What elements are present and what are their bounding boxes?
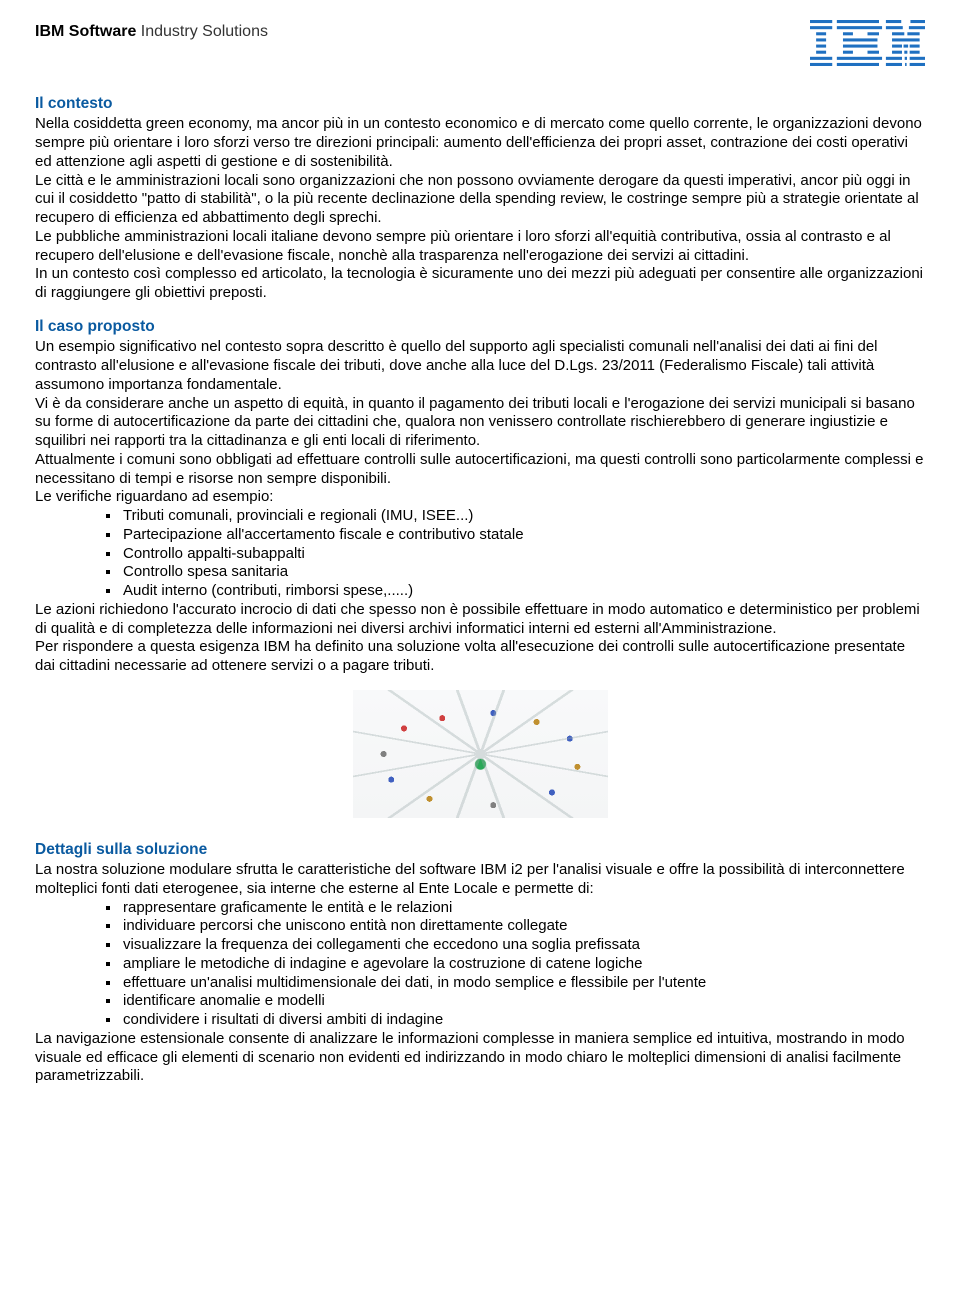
list-item: Tributi comunali, provinciali e regional…: [121, 507, 925, 526]
verifiche-list: Tributi comunali, provinciali e regional…: [35, 507, 925, 601]
list-item: Controllo appalti-subappalti: [121, 545, 925, 564]
list-item: ampliare le metodiche di indagine e agev…: [121, 955, 925, 974]
paragraph: Un esempio significativo nel contesto so…: [35, 338, 925, 394]
section-dettagli: Dettagli sulla soluzione La nostra soluz…: [35, 840, 925, 1086]
paragraph: Attualmente i comuni sono obbligati ad e…: [35, 451, 925, 489]
paragraph: Per rispondere a questa esigenza IBM ha …: [35, 638, 925, 676]
list-item: identificare anomalie e modelli: [121, 992, 925, 1011]
heading-contesto: Il contesto: [35, 94, 925, 113]
paragraph: Le verifiche riguardano ad esempio:: [35, 488, 925, 507]
list-item: individuare percorsi che uniscono entità…: [121, 917, 925, 936]
ibm-logo-icon: [810, 20, 925, 66]
paragraph: Vi è da considerare anche un aspetto di …: [35, 395, 925, 451]
soluzione-list: rappresentare graficamente le entità e l…: [35, 899, 925, 1030]
page-header: IBM Software Industry Solutions: [35, 20, 925, 66]
brand-bold: IBM Software: [35, 23, 136, 40]
paragraph: In un contesto così complesso ed articol…: [35, 265, 925, 303]
section-caso: Il caso proposto Un esempio significativ…: [35, 317, 925, 676]
paragraph: Le azioni richiedono l'accurato incrocio…: [35, 601, 925, 639]
list-item: visualizzare la frequenza dei collegamen…: [121, 936, 925, 955]
list-item: effettuare un'analisi multidimensionale …: [121, 974, 925, 993]
paragraph: Le città e le amministrazioni locali son…: [35, 172, 925, 228]
paragraph: La nostra soluzione modulare sfrutta le …: [35, 861, 925, 899]
list-item: Audit interno (contributi, rimborsi spes…: [121, 582, 925, 601]
list-item: condividere i risultati di diversi ambit…: [121, 1011, 925, 1030]
header-title: IBM Software Industry Solutions: [35, 20, 268, 42]
paragraph: La navigazione estensionale consente di …: [35, 1030, 925, 1086]
list-item: Controllo spesa sanitaria: [121, 563, 925, 582]
heading-dettagli: Dettagli sulla soluzione: [35, 840, 925, 859]
list-item: Partecipazione all'accertamento fiscale …: [121, 526, 925, 545]
brand-rest: Industry Solutions: [136, 23, 268, 40]
paragraph: Le pubbliche amministrazioni locali ital…: [35, 228, 925, 266]
list-item: rappresentare graficamente le entità e l…: [121, 899, 925, 918]
section-contesto: Il contesto Nella cosiddetta green econo…: [35, 94, 925, 303]
paragraph: Nella cosiddetta green economy, ma ancor…: [35, 115, 925, 171]
network-diagram: [353, 690, 608, 818]
heading-caso: Il caso proposto: [35, 317, 925, 336]
